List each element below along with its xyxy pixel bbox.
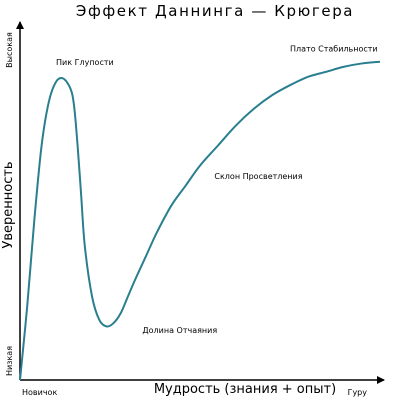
annotation-valley: Долина Отчаяния [142, 326, 217, 335]
y-tick-label-high: Высокая [5, 32, 14, 68]
x-axis-label: Мудрость (знания + опыт) [154, 382, 336, 397]
x-tick-label-end: Гуру [348, 388, 368, 397]
annotation-peak: Пик Глупости [56, 58, 114, 67]
confidence-curve-line [19, 60, 381, 381]
chart-title: Эффект Даннинга — Крюгера [76, 2, 354, 20]
series-layer [19, 60, 381, 381]
x-tick-label-start: Новичок [22, 388, 57, 397]
y-axis-label: Уверенность [1, 161, 16, 248]
annotation-slope: Склон Просветления [214, 172, 302, 181]
annotation-plateau: Плато Стабильности [290, 45, 378, 54]
y-tick-label-low: Низкая [5, 346, 14, 376]
